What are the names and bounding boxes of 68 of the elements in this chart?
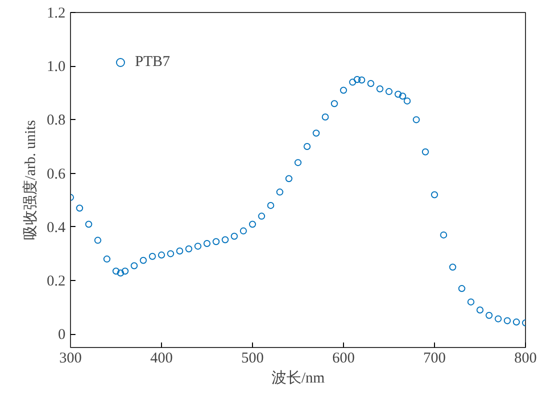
- point: [140, 256, 147, 264]
- y-axis-title: 吸收强度/arb. units: [22, 120, 39, 240]
- legend-label: PTB7: [135, 54, 170, 70]
- point: [367, 80, 374, 88]
- point: [267, 202, 274, 209]
- point: [467, 298, 474, 306]
- point: [476, 306, 484, 314]
- x-tick-label: 800: [514, 350, 537, 366]
- point: [440, 231, 448, 238]
- x-tick-label: 300: [59, 350, 82, 366]
- point: [204, 240, 210, 248]
- point: [494, 315, 502, 322]
- x-axis-title: 波长/nm: [271, 370, 325, 386]
- point: [458, 285, 466, 292]
- point: [230, 232, 238, 240]
- point: [512, 318, 520, 326]
- point: [394, 90, 402, 98]
- point: [486, 312, 493, 319]
- point: [194, 242, 202, 250]
- point: [94, 236, 102, 244]
- x-tick-label: 500: [241, 350, 264, 366]
- point: [340, 86, 347, 94]
- point: [249, 220, 256, 228]
- y-tick-label: 0.6: [46, 166, 66, 182]
- point: [130, 262, 138, 270]
- point: [349, 78, 356, 86]
- point: [304, 143, 311, 150]
- point: [222, 236, 229, 244]
- point: [103, 256, 110, 263]
- point: [354, 76, 361, 83]
- point: [167, 250, 174, 258]
- point: [358, 76, 366, 84]
- point: [148, 252, 156, 260]
- point: [117, 270, 124, 276]
- point: [449, 264, 456, 271]
- x-tick-label: 400: [150, 350, 173, 366]
- point: [504, 317, 511, 324]
- point: [122, 268, 129, 275]
- point: [431, 191, 438, 198]
- x-tick-label: 600: [332, 350, 355, 366]
- point: [212, 238, 220, 246]
- point: [158, 252, 165, 259]
- point: [240, 227, 247, 234]
- point: [330, 100, 338, 108]
- point: [399, 92, 406, 100]
- point: [404, 97, 411, 104]
- point: [76, 204, 84, 212]
- point: [294, 159, 302, 166]
- point: [112, 268, 120, 275]
- point: [258, 212, 266, 220]
- point: [185, 245, 192, 252]
- x-tick-label: 700: [423, 350, 446, 366]
- point: [85, 220, 92, 228]
- y-tick-label: 1.0: [46, 59, 66, 76]
- point: [276, 188, 284, 196]
- point: [376, 85, 384, 92]
- y-tick-label: 1.2: [46, 6, 66, 22]
- y-tick-label: 0: [58, 327, 66, 344]
- point: [422, 148, 429, 156]
- point: [176, 248, 184, 255]
- y-tick-label: 0.2: [46, 274, 66, 290]
- y-tick-label: 0.4: [46, 220, 66, 236]
- point: [285, 175, 292, 182]
- point: [312, 130, 320, 137]
- point: [386, 88, 392, 96]
- point: [322, 114, 329, 121]
- point: [412, 116, 420, 124]
- y-tick-label: 0.8: [46, 112, 66, 129]
